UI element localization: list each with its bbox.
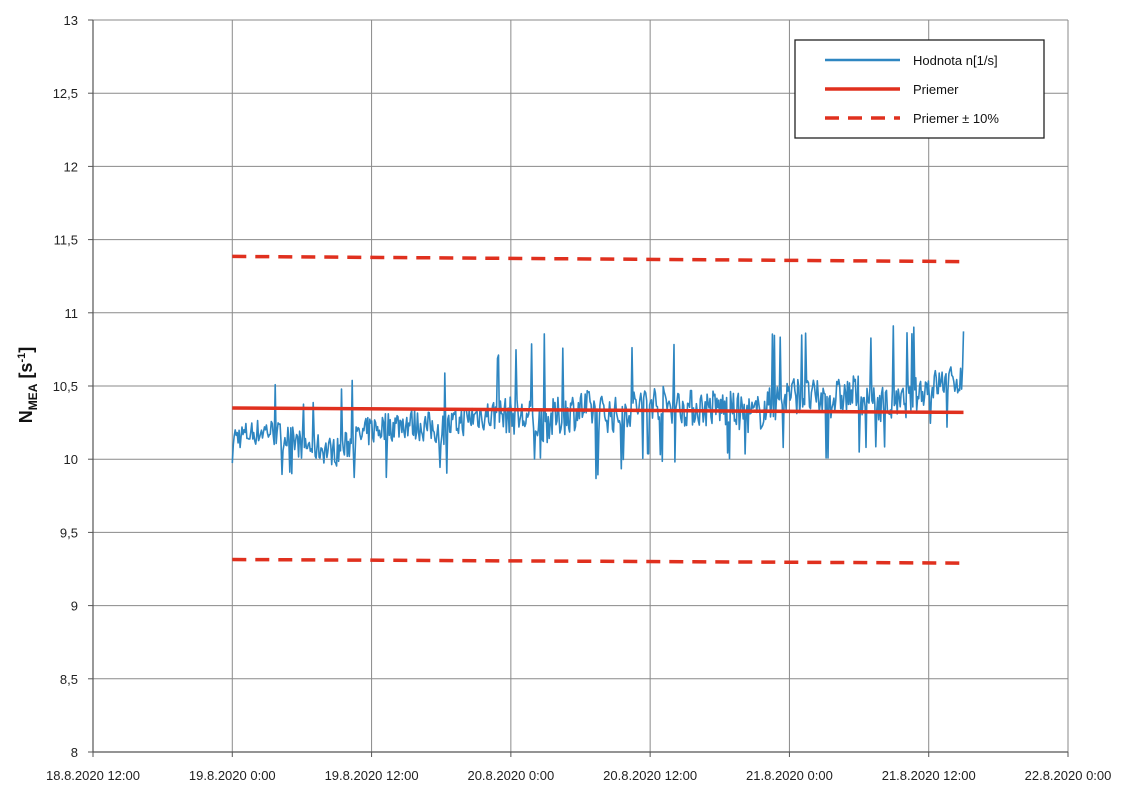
- y-tick-label: 12: [64, 159, 78, 174]
- y-tick-label: 11,5: [54, 233, 78, 248]
- x-tick-label: 19.8.2020 0:00: [189, 768, 276, 783]
- series-line-mean: [232, 406, 964, 415]
- y-axis-label-unit: [s: [16, 363, 36, 384]
- series-line-mean-band: [232, 254, 964, 264]
- series-line-measured-value: [231, 325, 965, 480]
- y-axis-label-unit-exp: -1: [16, 353, 28, 363]
- y-tick-label: 13: [64, 13, 78, 28]
- y-axis-ticks: 8 8,5 9 9,5 10 10,5 11 11,5 12 12,5 13: [53, 13, 93, 760]
- y-axis-label: NMEA [s-1]: [16, 347, 40, 423]
- legend: Hodnota n[1/s] Priemer Priemer ± 10%: [794, 39, 1045, 139]
- series-line-mean-band: [232, 557, 964, 565]
- x-axis-ticks: 18.8.2020 12:00 19.8.2020 0:00 19.8.2020 1…: [46, 752, 1111, 783]
- y-axis-label-sub: MEA: [26, 383, 40, 410]
- legend-label: Priemer ± 10%: [913, 111, 999, 126]
- x-tick-label: 20.8.2020 0:00: [467, 768, 554, 783]
- series-layer: [231, 254, 965, 565]
- y-tick-label: 12,5: [53, 86, 78, 101]
- y-tick-label: 9,5: [60, 525, 78, 540]
- y-axis-label-unit-close: ]: [16, 347, 36, 353]
- y-tick-label: 10,5: [53, 379, 78, 394]
- x-tick-label: 22.8.2020 0:00: [1025, 768, 1112, 783]
- legend-label: Priemer: [913, 82, 959, 97]
- x-tick-label: 18.8.2020 12:00: [46, 768, 140, 783]
- grid: [92, 19, 1069, 753]
- y-tick-label: 11: [65, 306, 79, 321]
- y-tick-label: 10: [64, 452, 78, 467]
- x-tick-label: 20.8.2020 12:00: [603, 768, 697, 783]
- legend-label: Hodnota n[1/s]: [913, 53, 998, 68]
- x-tick-label: 21.8.2020 12:00: [882, 768, 976, 783]
- x-tick-label: 21.8.2020 0:00: [746, 768, 833, 783]
- x-tick-label: 19.8.2020 12:00: [325, 768, 419, 783]
- y-tick-label: 9: [71, 599, 78, 614]
- y-axis-label-main: N: [16, 410, 36, 423]
- y-tick-label: 8: [71, 745, 78, 760]
- y-tick-label: 8,5: [60, 672, 78, 687]
